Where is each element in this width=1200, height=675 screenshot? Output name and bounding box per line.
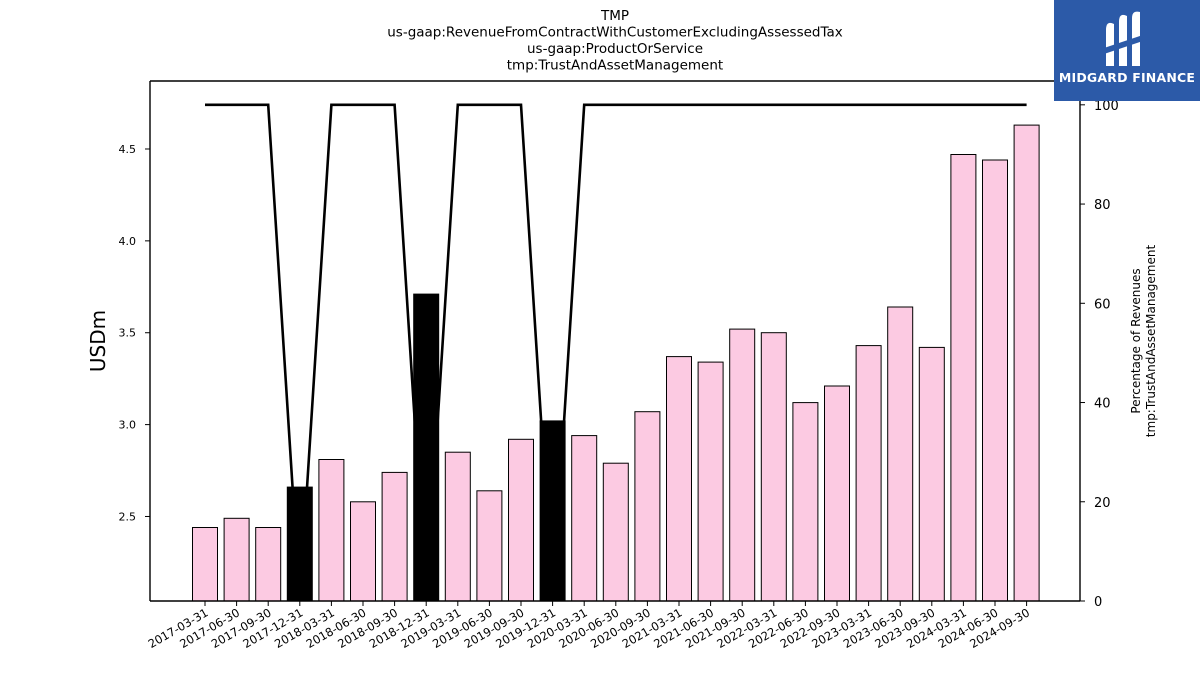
bar: [697, 361, 724, 602]
y2-tick-label: 100: [1094, 99, 1119, 114]
y-tick-label: 3.0: [119, 419, 137, 432]
title-line: us-gaap:RevenueFromContractWithCustomerE…: [387, 25, 843, 41]
bar: [792, 402, 819, 602]
series-line: [205, 103, 1027, 602]
logo-text: MIDGARD FINANCE: [1058, 70, 1196, 85]
title-line: TMP: [600, 8, 629, 24]
bar: [824, 385, 850, 602]
bar: [729, 328, 756, 602]
bar: [855, 345, 882, 602]
y-tick-label: 3.5: [119, 327, 137, 340]
y2-tick-label: 20: [1094, 496, 1111, 511]
y2-axis-label: Percentage of Revenues: [1129, 268, 1143, 413]
bar: [602, 462, 629, 602]
y2-tick-label: 0: [1094, 595, 1102, 610]
bar: [192, 527, 218, 602]
bar-series: [192, 124, 1040, 602]
bar: [1013, 124, 1040, 602]
bar: [255, 527, 282, 602]
y-axis-label: USDm: [86, 310, 110, 372]
logo-mark-icon: [1104, 11, 1146, 67]
bar: [508, 438, 534, 602]
bar: [982, 159, 1008, 602]
bar: [223, 517, 250, 602]
y2-tick-label: 40: [1094, 397, 1111, 412]
bar: [760, 332, 787, 602]
bar: [318, 459, 345, 602]
y-tick-label: 4.0: [119, 235, 137, 248]
bar: [571, 435, 598, 602]
axes: [145, 80, 1085, 606]
bar: [413, 293, 440, 602]
bar: [350, 501, 376, 602]
bar: [381, 471, 408, 602]
y2-axis-label: tmp:TrustAndAssetManagement: [1144, 245, 1158, 438]
bar: [918, 346, 945, 602]
brand-logo: MIDGARD FINANCE: [1054, 0, 1200, 101]
title-line: tmp:TrustAndAssetManagement: [507, 58, 723, 74]
y2-tick-label: 60: [1094, 297, 1111, 312]
bar: [887, 306, 914, 602]
percentage-line-series: [205, 103, 1027, 602]
bar: [634, 411, 661, 602]
bar: [950, 154, 977, 602]
bar: [476, 490, 503, 602]
title-line: us-gaap:ProductOrService: [527, 41, 703, 57]
y-tick-label: 4.5: [119, 143, 137, 156]
y2-tick-label: 80: [1094, 198, 1111, 213]
bar: [666, 356, 692, 602]
y-tick-label: 2.5: [119, 510, 137, 523]
bar: [444, 451, 471, 602]
chart-title: TMPus-gaap:RevenueFromContractWithCustom…: [387, 8, 843, 74]
